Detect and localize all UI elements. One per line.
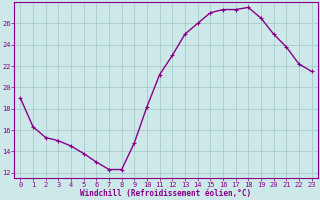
X-axis label: Windchill (Refroidissement éolien,°C): Windchill (Refroidissement éolien,°C) bbox=[80, 189, 252, 198]
